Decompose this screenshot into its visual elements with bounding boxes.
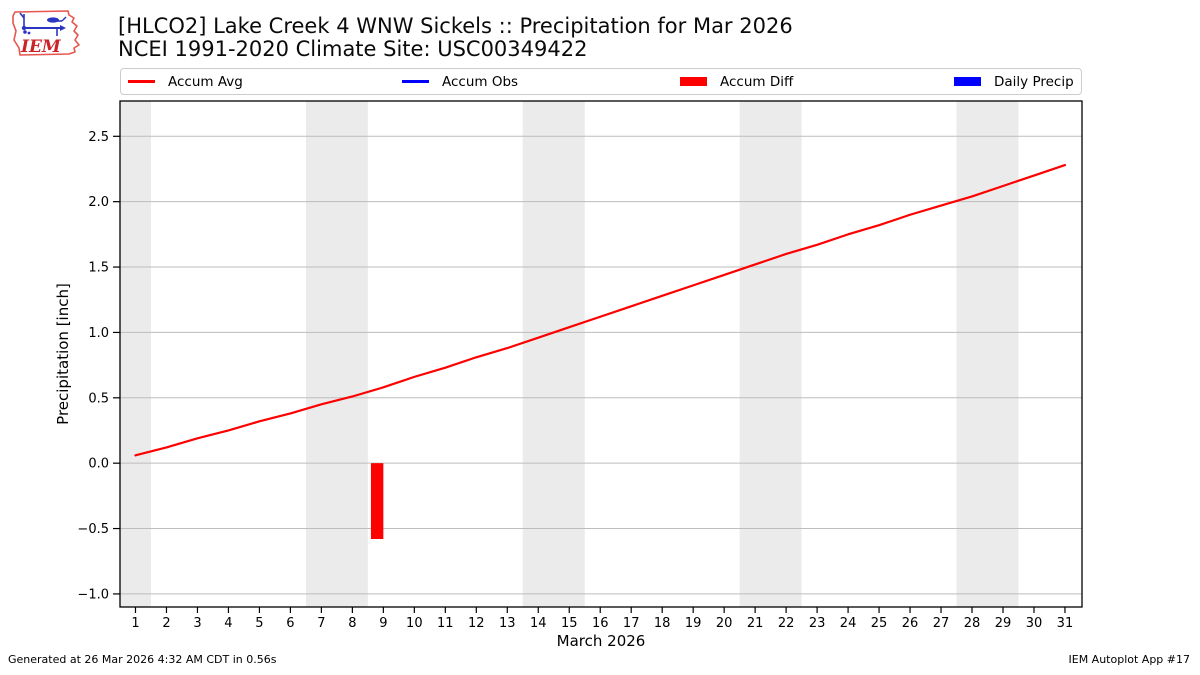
x-tick-label: 8 (348, 616, 356, 631)
x-tick-label: 10 (406, 616, 423, 631)
x-tick-label: 13 (499, 616, 516, 631)
legend-label: Accum Obs (442, 73, 519, 90)
x-tick-label: 28 (964, 616, 981, 631)
x-tick-label: 21 (747, 616, 764, 631)
x-tick-label: 27 (933, 616, 950, 631)
header: [HLCO2] Lake Creek 4 WNW Sickels :: Prec… (118, 15, 793, 61)
y-tick-label: −1.0 (77, 587, 109, 602)
y-axis-label: Precipitation [inch] (54, 283, 72, 425)
legend-item-accum-obs: Accum Obs (402, 69, 518, 94)
x-tick-label: 24 (840, 616, 857, 631)
iowa-outline-icon: IEM (12, 10, 80, 57)
y-tick-label: −0.5 (77, 522, 109, 537)
x-tick-label: 17 (623, 616, 640, 631)
legend-label: Accum Avg (168, 73, 243, 90)
x-tick-label: 6 (286, 616, 294, 631)
y-tick-label: 1.0 (88, 326, 109, 341)
weekend-band (305, 101, 368, 607)
x-tick-label: 3 (193, 616, 201, 631)
weekend-band (739, 101, 802, 607)
page-title: [HLCO2] Lake Creek 4 WNW Sickels :: Prec… (118, 14, 793, 38)
weekend-band (120, 101, 151, 607)
y-tick-label: 1.5 (88, 261, 109, 276)
x-tick-label: 18 (654, 616, 671, 631)
y-tick-label: 0.5 (88, 391, 109, 406)
weekend-band (956, 101, 1019, 607)
y-tick-label: 0.0 (88, 457, 109, 472)
x-tick-label: 11 (437, 616, 454, 631)
x-tick-label: 9 (379, 616, 387, 631)
weathervane-details-icon (21, 17, 66, 35)
x-tick-label: 22 (778, 616, 795, 631)
plot-border (119, 100, 1083, 608)
x-tick-label: 2 (162, 616, 170, 631)
x-tick-label: 1 (131, 616, 139, 631)
accum-diff-bar (370, 463, 384, 540)
x-tick-label: 26 (902, 616, 919, 631)
autoplot-app-credit: IEM Autoplot App #17 (1068, 653, 1191, 666)
x-axis-label: March 2026 (557, 632, 646, 650)
accum-avg-line (134, 163, 1067, 457)
x-tick-label: 20 (716, 616, 733, 631)
iem-logo: IEM (8, 7, 82, 59)
x-tick-label: 4 (224, 616, 232, 631)
x-tick-label: 30 (1026, 616, 1043, 631)
weathervane-icon (19, 12, 67, 36)
y-tick-label: 2.5 (88, 130, 109, 145)
chart-legend: Accum Avg Accum Obs Accum Diff Daily Pre… (120, 68, 1082, 95)
x-tick-label: 23 (809, 616, 826, 631)
x-tick-label: 16 (592, 616, 609, 631)
iem-logo-text: IEM (20, 37, 62, 57)
x-tick-label: 14 (530, 616, 547, 631)
accum-avg-line-swatch (128, 80, 155, 83)
legend-label: Accum Diff (720, 73, 794, 90)
legend-item-accum-diff: Accum Diff (680, 69, 793, 94)
legend-item-accum-avg: Accum Avg (128, 69, 243, 94)
generated-timestamp: Generated at 26 Mar 2026 4:32 AM CDT in … (8, 653, 277, 666)
weekend-band (522, 101, 585, 607)
legend-item-daily-precip: Daily Precip (954, 69, 1074, 94)
x-tick-label: 29 (995, 616, 1012, 631)
x-tick-label: 7 (317, 616, 325, 631)
x-tick-label: 25 (871, 616, 888, 631)
x-tick-label: 12 (468, 616, 485, 631)
x-tick-label: 15 (561, 616, 578, 631)
y-tick-label: 2.0 (88, 195, 109, 210)
accum-diff-patch-swatch (680, 77, 707, 86)
x-tick-label: 19 (685, 616, 702, 631)
x-tick-label: 5 (255, 616, 263, 631)
daily-precip-patch-swatch (954, 77, 981, 86)
legend-label: Daily Precip (994, 73, 1074, 90)
accum-obs-line-swatch (402, 80, 429, 83)
page-subtitle: NCEI 1991-2020 Climate Site: USC00349422 (118, 37, 588, 61)
x-tick-label: 31 (1057, 616, 1074, 631)
